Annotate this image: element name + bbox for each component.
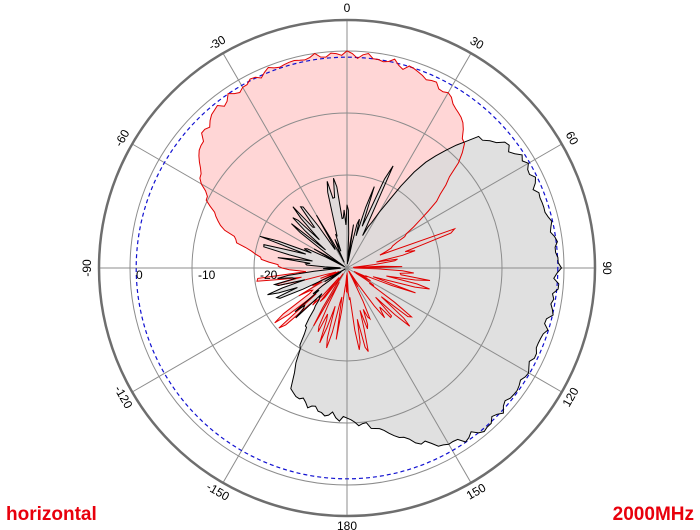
spoke-5 (346, 267, 472, 484)
spoke-1 (346, 52, 472, 269)
spoke-4 (346, 267, 563, 393)
angle-label-11: -30 (206, 32, 228, 53)
angle-label-10: -60 (112, 127, 133, 149)
series-strokes (198, 50, 563, 447)
polarization-label: horizontal (6, 504, 97, 525)
series-line-0 (198, 50, 466, 352)
ring-label-2: 0 (136, 268, 143, 282)
angle-label-3: 90 (600, 261, 614, 275)
spoke-10 (131, 143, 348, 269)
ring-label-0: -20 (260, 268, 278, 282)
ring-0 (253, 174, 441, 362)
angle-label-1: 30 (468, 34, 487, 53)
ring-label-1: -10 (198, 268, 216, 282)
frequency-label: 2000MHz (612, 504, 694, 525)
angle-label-9: -90 (80, 259, 94, 277)
ring-1 (191, 112, 503, 424)
grid (97, 18, 597, 518)
outer-ring (97, 18, 597, 518)
angle-label-6: 180 (337, 519, 357, 530)
angle-label-7: -150 (204, 480, 232, 504)
angle-label-8: -120 (111, 383, 135, 411)
series-line-1 (259, 135, 563, 447)
spoke-2 (346, 143, 563, 269)
angle-label-0: 0 (344, 1, 351, 15)
angle-label-2: 60 (563, 129, 582, 148)
reference-ring (135, 56, 559, 480)
